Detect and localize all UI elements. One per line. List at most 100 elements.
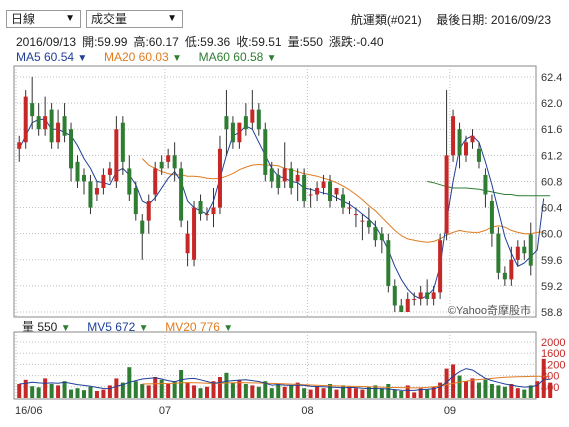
volume-bar (56, 385, 61, 398)
ma60-toggle-icon[interactable]: ▼ (266, 53, 277, 64)
ma20-toggle-icon[interactable]: ▼ (172, 53, 182, 64)
candle-body (127, 168, 132, 195)
candle-body (56, 122, 61, 143)
chevron-down-icon: ▼ (167, 13, 177, 24)
candle-body (88, 181, 93, 208)
candle (230, 116, 235, 149)
candle-body (373, 227, 378, 241)
volume-bar (179, 370, 184, 398)
candle-body (94, 187, 99, 195)
volume-bar (515, 388, 520, 398)
candle (146, 194, 151, 234)
candle (502, 266, 507, 286)
candle (237, 122, 242, 149)
candle (211, 187, 216, 228)
candle-body (425, 292, 430, 299)
ohlc-high: 高:60.17 (133, 35, 179, 49)
candle (347, 201, 352, 215)
volume-bar (256, 386, 261, 398)
volume-bar (205, 386, 210, 398)
candle (418, 285, 423, 306)
candle-body (230, 122, 235, 143)
watermark: ©Yahoo奇摩股市 (448, 303, 531, 317)
candle (282, 142, 287, 188)
candle (509, 246, 514, 286)
candle-body (476, 148, 481, 162)
volume-bar (425, 389, 430, 398)
candle (444, 90, 449, 241)
candle-body (243, 116, 248, 130)
indicator-select[interactable]: 成交量 ▼ (86, 10, 183, 28)
volume-bar (476, 382, 481, 398)
candle-body (483, 174, 488, 195)
candle-body (198, 201, 203, 215)
volume-bar (386, 384, 391, 398)
mv20-toggle-icon[interactable]: ▼ (223, 323, 234, 334)
volume-bar (502, 386, 507, 398)
candle (489, 194, 494, 247)
volume-bar (405, 385, 410, 398)
candle (515, 240, 520, 267)
candle (23, 90, 28, 149)
candle-body (75, 161, 80, 182)
volume-bar (328, 384, 333, 398)
volume-bar (269, 388, 274, 398)
price-tick-label: 60.8 (541, 176, 562, 188)
volume-bar (541, 358, 546, 398)
candle (120, 116, 125, 175)
candle (159, 155, 164, 175)
vol-toggle-icon[interactable]: ▼ (60, 323, 71, 334)
candle-body (153, 168, 158, 195)
candle (217, 135, 222, 215)
period-select[interactable]: 日線 ▼ (6, 10, 81, 28)
candle (360, 214, 365, 241)
candle-body (489, 201, 494, 234)
price-tick-label: 62.4 (541, 72, 562, 84)
candle (179, 161, 184, 228)
candle (94, 181, 99, 202)
candle-body (457, 129, 462, 156)
candle-body (379, 233, 384, 241)
price-tick-label: 59.6 (541, 255, 562, 267)
candle-body (146, 201, 151, 221)
candle (457, 122, 462, 169)
price-tick-label: 60.4 (541, 203, 562, 215)
volume-bar (114, 378, 119, 398)
volume-tick-label: 2000 (541, 337, 565, 349)
ohlc-readout: 2016/09/13 開:59.99 高:60.17 低:59.36 收:59.51 量:… (16, 33, 390, 50)
volume-bar (230, 382, 235, 398)
candle-body (172, 155, 177, 169)
candle (256, 103, 261, 136)
mv5-toggle-icon[interactable]: ▼ (138, 323, 149, 334)
candle (438, 233, 443, 299)
candle-body (308, 194, 313, 196)
candle (425, 279, 430, 306)
candle-body (17, 142, 22, 149)
candle-body (269, 168, 274, 182)
ma20-line (141, 158, 544, 243)
volume-tick-label: 800 (541, 371, 559, 383)
candle-body (166, 155, 171, 162)
volume-bar (366, 386, 371, 398)
candle-body (211, 207, 216, 215)
volume-bar (192, 385, 197, 398)
ma5-toggle-icon[interactable]: ▼ (77, 53, 88, 64)
candle-body (133, 187, 138, 215)
candle (373, 220, 378, 247)
volume-bar (107, 385, 112, 398)
volume-bar (243, 384, 248, 398)
candle-body (256, 109, 261, 130)
candle-body (185, 233, 190, 254)
candle (250, 90, 255, 130)
candle (295, 168, 300, 202)
candle-body (114, 129, 119, 182)
volume-bar (250, 385, 255, 398)
candle (464, 135, 469, 162)
volume-bar (399, 391, 404, 398)
volume-bar (535, 381, 540, 398)
ma20-legend: MA20 60.03 ▼ (103, 50, 182, 64)
volume-bar (23, 379, 28, 398)
candle-body (522, 246, 527, 254)
price-tick-label: 62.0 (541, 98, 562, 110)
